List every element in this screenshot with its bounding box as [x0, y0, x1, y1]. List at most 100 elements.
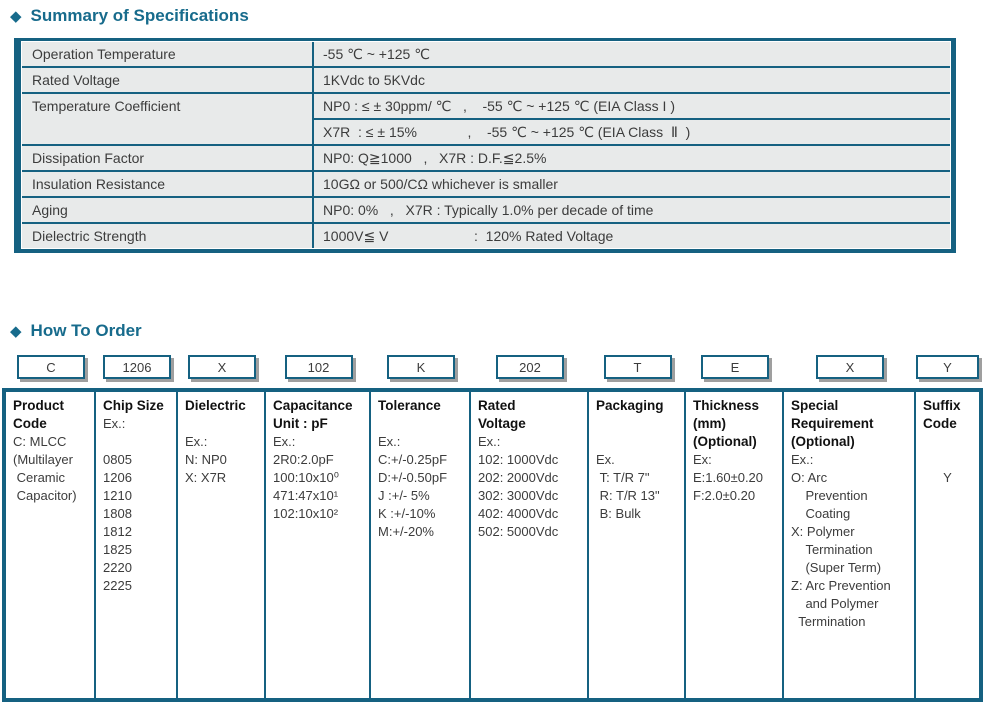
order-column-lines: Y [923, 433, 972, 487]
order-column: Rated Voltage Ex.: 102: 1000Vdc 202: 200… [471, 392, 589, 698]
order-column-lines: Ex.: 0805 1206 1210 1808 1812 1825 [103, 415, 169, 595]
order-column-header: Dielectric [185, 398, 246, 413]
order-code-cell: 1206 [96, 355, 178, 379]
order-column: Special Requirement (Optional) Ex.: O: A… [784, 392, 916, 698]
order-column-header: Thickness (mm) (Optional) [693, 398, 760, 449]
spec-row-value: 10GΩ or 500/CΩ whichever is smaller [314, 172, 950, 196]
order-column-line: 1808 [103, 506, 132, 521]
order-column-line: K :+/-10% [378, 506, 436, 521]
order-column-line: X: Polymer [791, 524, 855, 539]
order-column: Chip Size Ex.: 0805 1206 1210 1808 [96, 392, 178, 698]
order-column-line [596, 433, 677, 451]
order-column-line [596, 415, 677, 433]
order-column-lines: Ex. T: T/R 7" R: T/R 13" B: Bulk [596, 415, 677, 523]
order-column-header: Capacitance Unit : pF [273, 398, 353, 431]
order-column-line: M:+/-20% [378, 524, 434, 539]
spec-row-label: Dielectric Strength [22, 224, 312, 248]
spec-row-value: NP0 : ≤ ± 30ppm/ ℃ , -55 ℃ ~ +125 ℃ (EIA… [314, 94, 950, 118]
order-code-cell: X [178, 355, 266, 379]
spec-row-label: Operation Temperature [22, 42, 312, 66]
spec-row-label: Insulation Resistance [22, 172, 312, 196]
order-column-line: N: NP0 [185, 452, 227, 467]
order-code-box: 102 [284, 355, 353, 379]
order-column-lines: C: MLCC (Multilayer Ceramic Capacitor) [13, 433, 87, 505]
order-code-box: X [188, 355, 256, 379]
order-column-line: F:2.0±0.20 [693, 488, 756, 503]
order-code-cell: 102 [266, 355, 371, 379]
order-column-line: 202: 2000Vdc [478, 470, 559, 485]
order-column-line: D:+/-0.50pF [378, 470, 448, 485]
order-column-line: 102:10x10² [273, 506, 339, 521]
order-column-line: Capacitor) [13, 488, 77, 503]
order-column-header: Chip Size [103, 398, 164, 413]
spec-row-value: NP0: Q≧1000 , X7R : D.F.≦2.5% [314, 146, 950, 170]
spec-row-value: X7R : ≤ ± 15% , -55 ℃ ~ +125 ℃ (EIA Clas… [314, 120, 950, 144]
order-column-line: 302: 3000Vdc [478, 488, 559, 503]
order-column-line: 1206 [103, 470, 132, 485]
order-column-lines: Ex.: 2R0:2.0pF 100:10x10⁰ 471:47x10¹ 102… [273, 433, 362, 523]
order-column-lines: Ex.: 102: 1000Vdc 202: 2000Vdc 302: 3000… [478, 433, 580, 541]
spec-row-value: NP0: 0% , X7R : Typically 1.0% per decad… [314, 198, 950, 222]
order-column-line: 471:47x10¹ [273, 488, 339, 503]
order-column-line: 2220 [103, 560, 132, 575]
spec-row-label: Dissipation Factor [22, 146, 312, 170]
order-column-line: Prevention [791, 488, 868, 503]
order-column-line [923, 451, 972, 469]
order-column-lines: Ex.: C:+/-0.25pF D:+/-0.50pF J :+/- 5% K… [378, 415, 462, 541]
order-column-line [378, 415, 462, 433]
spec-row-value: 1000V≦ V : 120% Rated Voltage [314, 224, 950, 248]
order-column: Suffix Code Y [916, 392, 979, 698]
order-column: Product Code C: MLCC (Multilayer Ceramic… [6, 392, 96, 698]
order-column-line: J :+/- 5% [378, 488, 430, 503]
order-column-header: Tolerance [378, 398, 441, 413]
order-code-box: Y [916, 355, 979, 379]
order-column-header: Product Code [13, 398, 65, 431]
order-column-line: B: Bulk [596, 506, 641, 521]
order-column-line: C: MLCC [13, 434, 67, 449]
order-column: Capacitance Unit : pF Ex.: 2R0:2.0pF 100… [266, 392, 371, 698]
order-column: Packaging Ex. T: T/R 7" R: T/R 13" B: B [589, 392, 686, 698]
order-column-line: 402: 4000Vdc [478, 506, 559, 521]
order-column: Thickness (mm) (Optional) Ex: E:1.60±0.2… [686, 392, 784, 698]
order-column-header: Suffix Code [923, 398, 961, 431]
order-code-cell: K [371, 355, 471, 379]
order-column-line: 1210 [103, 488, 132, 503]
order-column-line: and Polymer [791, 596, 879, 611]
order-column-line: Y [943, 470, 952, 485]
order-column: Dielectric Ex.: N: NP0 X: X7R [178, 392, 266, 698]
order-column-line [103, 433, 169, 451]
order-code-cell: C [6, 355, 96, 379]
order-code-box: E [701, 355, 769, 379]
order-column-header: Special Requirement (Optional) [791, 398, 874, 449]
order-column-lines: Ex.: N: NP0 X: X7R [185, 415, 257, 487]
order-column-line: O: Arc [791, 470, 828, 485]
spec-table-grid: Operation Temperature -55 ℃ ~ +125 ℃ Rat… [22, 42, 950, 248]
order-code-box: X [816, 355, 884, 379]
order-column-line: Termination [791, 614, 866, 629]
order-column-line: Ex.: [185, 434, 208, 449]
order-column-line: T: T/R 7" [596, 470, 650, 485]
order-column-line: 1825 [103, 542, 132, 557]
order-column-line: 0805 [103, 452, 132, 467]
order-column-line: 100:10x10⁰ [273, 470, 339, 485]
order-code-cell: X [784, 355, 916, 379]
order-column-header: Rated Voltage [478, 398, 526, 431]
order-column: Tolerance Ex.: C:+/-0.25pF D:+/-0.50pF J… [371, 392, 471, 698]
order-column-line: C:+/-0.25pF [378, 452, 448, 467]
order-column-lines: Ex: E:1.60±0.20 F:2.0±0.20 [693, 451, 775, 505]
order-code-box: T [603, 355, 672, 379]
order-column-lines: Ex.: O: Arc Prevention Coating X: Polyme… [791, 451, 907, 631]
spec-row-label: Rated Voltage [22, 68, 312, 92]
order-code-cell: E [686, 355, 784, 379]
diamond-icon: ◆ [10, 323, 22, 340]
order-column-line: Ex.: [103, 416, 126, 431]
order-column-line: R: T/R 13" [596, 488, 660, 503]
order-code-cell: T [589, 355, 686, 379]
order-column-line: Termination [791, 542, 873, 557]
order-column-header: Packaging [596, 398, 664, 413]
order-column-line: Ceramic [13, 470, 66, 485]
spec-row-value: -55 ℃ ~ +125 ℃ [314, 42, 950, 66]
order-code-cell: 202 [471, 355, 589, 379]
order-code-row: C 1206 X 102 K 202 T [6, 355, 991, 379]
order-column-line: Ex.: [273, 434, 296, 449]
